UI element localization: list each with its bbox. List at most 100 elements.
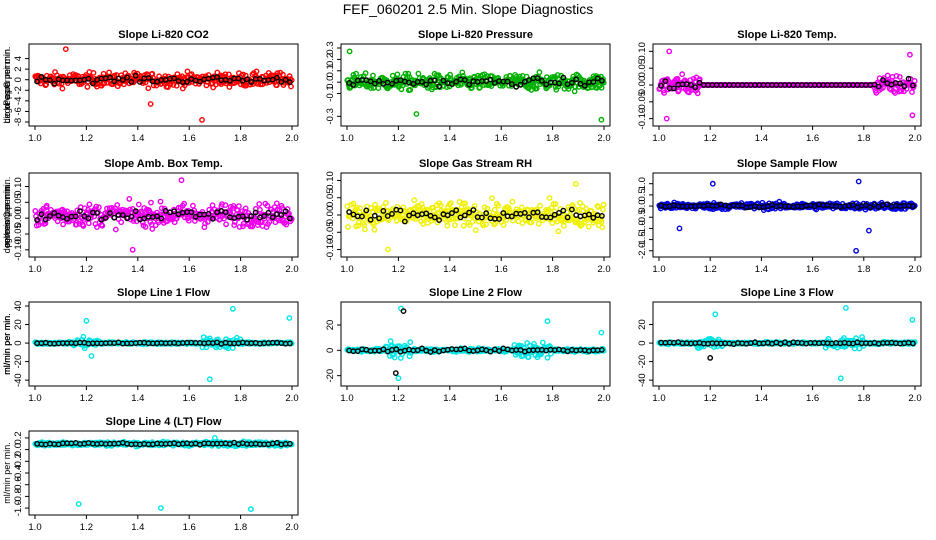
data-point-slope [907, 51, 913, 58]
data-point-slope [911, 78, 918, 84]
data-point-slope [535, 220, 542, 227]
data-point-reference [72, 213, 79, 220]
x-tick-label: 1.2 [80, 133, 93, 144]
plot-frame [28, 172, 299, 258]
data-point-reference [171, 208, 178, 215]
data-point-slope [598, 84, 605, 91]
data-point-slope [273, 82, 280, 89]
x-tick-label: 2.0 [285, 522, 298, 533]
y-tick-label: 0.05 [325, 188, 336, 207]
data-point-reference [132, 208, 139, 215]
y-tick-label: 0.00 [637, 76, 648, 95]
x-tick-label: 2.0 [597, 393, 610, 404]
data-point-reference [487, 76, 494, 83]
data-point-slope [266, 219, 273, 225]
data-point-reference [222, 209, 229, 216]
data-point-slope [413, 111, 420, 117]
data-point-slope [674, 75, 681, 82]
y-tick-label: -0.1 [325, 85, 336, 101]
data-point-reference [397, 207, 404, 214]
data-point-reference [590, 79, 597, 85]
data-point-reference [64, 215, 71, 222]
data-point-slope [415, 70, 422, 77]
panel-title: Slope Line 4 (LT) Flow [106, 416, 222, 428]
data-point-reference [910, 82, 916, 89]
data-point-slope [256, 201, 263, 207]
data-point-reference [901, 83, 908, 90]
data-point-reference [158, 215, 165, 222]
data-point-reference [34, 217, 40, 223]
data-point-slope [679, 71, 686, 78]
data-point-slope [536, 69, 543, 76]
x-tick-label: 2.0 [285, 393, 298, 404]
data-point-reference [119, 212, 126, 219]
data-point-slope [368, 204, 374, 211]
y-tick-label: 2 [13, 66, 24, 71]
x-tick-label: 1.2 [80, 393, 93, 404]
data-point-slope [595, 204, 602, 210]
data-point-slope [509, 198, 516, 205]
data-point-reference [128, 213, 135, 220]
x-tick-label: 1.8 [234, 393, 247, 404]
data-point-slope [93, 203, 100, 210]
data-point-slope [382, 199, 389, 206]
data-point-reference [51, 210, 58, 216]
data-point-slope [199, 117, 205, 123]
y-axis-label: degrees C per min. [2, 47, 12, 124]
data-point-slope [230, 202, 237, 209]
data-point-reference [136, 79, 143, 85]
x-tick-label: 1.0 [340, 264, 353, 275]
x-tick-label: 1.2 [392, 133, 405, 144]
data-point-slope [407, 86, 414, 93]
data-point-reference [132, 72, 139, 79]
data-point-reference [573, 76, 580, 83]
y-tick-label: 0.2 [325, 53, 336, 66]
y-tick-label: 0 [13, 77, 24, 82]
data-point-slope [554, 72, 561, 78]
data-point-slope [355, 222, 362, 229]
data-point-slope [54, 218, 61, 225]
data-point-slope [893, 73, 900, 79]
data-point-slope [368, 85, 374, 92]
data-point-reference [244, 216, 250, 223]
data-point-reference [89, 80, 96, 87]
y-axis-label: ml/min per min. [2, 313, 12, 375]
y-tick-label: 0 [637, 340, 648, 345]
data-point-reference [184, 79, 191, 85]
data-point-reference [662, 78, 669, 85]
x-tick-label: 1.2 [80, 264, 93, 275]
data-point-reference [47, 213, 53, 219]
data-point-slope [533, 85, 540, 92]
data-point-reference [671, 85, 677, 92]
x-tick-label: 1.4 [131, 522, 144, 533]
data-point-slope [256, 206, 263, 213]
data-point-slope [552, 201, 559, 207]
data-point-slope [572, 180, 579, 187]
data-point-slope [546, 195, 553, 201]
data-point-slope [909, 112, 916, 119]
data-point-slope [149, 226, 156, 232]
data-point-slope [370, 72, 376, 79]
data-point-slope [598, 329, 605, 336]
panel-title: Slope Gas Stream RH [419, 158, 532, 170]
plot-frame [28, 43, 299, 127]
data-point-reference [107, 210, 113, 217]
data-point-slope [240, 223, 246, 230]
data-point-reference [265, 209, 272, 216]
data-point-slope [459, 69, 466, 76]
data-point-slope [170, 82, 177, 88]
x-tick-label: 2.0 [908, 264, 921, 275]
data-point-slope [466, 222, 473, 228]
y-tick-label: -0.05 [325, 221, 336, 243]
y-tick-label: -40 [13, 373, 24, 387]
data-point-slope [75, 501, 82, 507]
data-point-slope [555, 228, 562, 235]
data-point-reference [205, 210, 212, 217]
x-tick-label: 1.4 [131, 264, 144, 275]
data-point-slope [361, 226, 368, 233]
x-tick-label: 1.8 [857, 393, 870, 404]
data-point-reference [513, 83, 520, 90]
data-point-slope [239, 208, 246, 215]
